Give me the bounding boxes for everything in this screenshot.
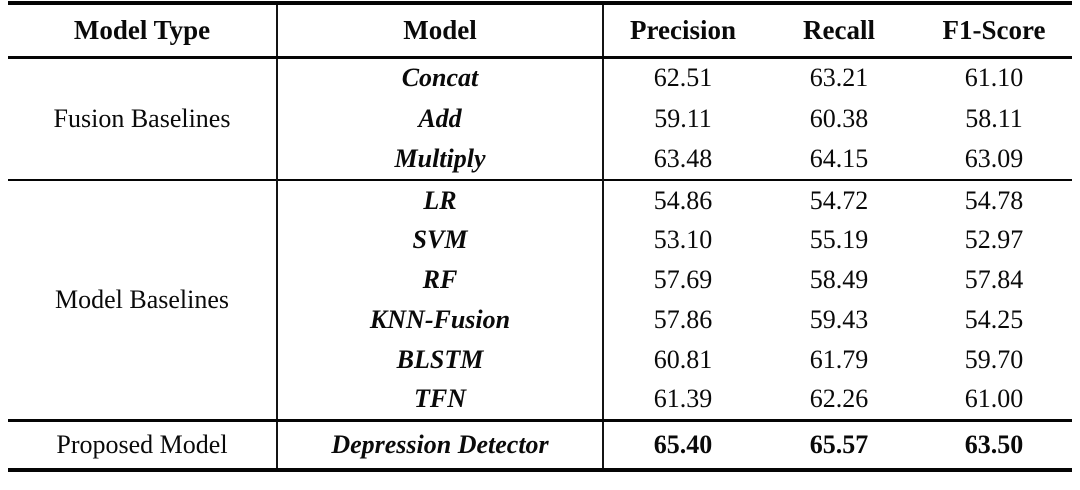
f1-value: 54.78 xyxy=(964,185,1024,215)
section-proposed-model: Proposed Model Depression Detector 65.40… xyxy=(8,420,1072,470)
row-group-label: Proposed Model xyxy=(8,420,278,470)
table-row: Model Baselines LR 54.86 54.72 54.78 xyxy=(8,180,1072,420)
recall-value: 62.26 xyxy=(809,384,869,414)
recall-value: 65.57 xyxy=(809,429,869,459)
table-row: Add 59.11 60.38 58.11 xyxy=(8,98,1072,139)
recall-value: 54.72 xyxy=(809,185,869,215)
recall-value: 64.15 xyxy=(809,144,869,173)
precision-value: 59.11 xyxy=(654,103,712,133)
table-row: RF 57.69 58.49 57.84 xyxy=(8,260,1072,300)
table-row: TFN 61.39 62.26 61.00 xyxy=(8,380,1072,420)
model-name: RF xyxy=(277,260,604,300)
model-name: Add xyxy=(277,98,604,139)
model-name: BLSTM xyxy=(277,340,604,380)
f1-value: 61.00 xyxy=(964,384,1024,414)
f1-value: 63.50 xyxy=(964,429,1024,459)
table-header: Model Type Model Precision Recall F1-Sco… xyxy=(8,3,1072,57)
table-row: Proposed Model Depression Detector 65.40… xyxy=(8,420,1072,470)
table-row: Multiply 63.48 64.15 63.09 xyxy=(8,139,1072,180)
table-row: SVM 53.10 55.19 52.97 xyxy=(8,220,1072,260)
header-recall: Recall xyxy=(803,14,875,45)
header-precision: Precision xyxy=(630,14,736,45)
section-model-baselines: Model Baselines LR 54.86 54.72 54.78 SVM… xyxy=(8,180,1072,420)
header-f1-score: F1-Score xyxy=(942,14,1046,45)
precision-value: 63.48 xyxy=(653,144,713,173)
precision-value: 61.39 xyxy=(653,384,713,414)
recall-value: 59.43 xyxy=(809,305,869,334)
recall-value: 61.79 xyxy=(809,345,869,374)
f1-value: 58.11 xyxy=(965,103,1023,133)
model-name: KNN-Fusion xyxy=(277,300,604,340)
precision-value: 53.10 xyxy=(653,225,713,254)
table-row: KNN-Fusion 57.86 59.43 54.25 xyxy=(8,300,1072,340)
section-fusion-baselines: Fusion Baselines Concat 62.51 63.21 61.1… xyxy=(8,57,1072,180)
header-model: Model xyxy=(277,3,604,57)
model-name: SVM xyxy=(277,220,604,260)
f1-value: 63.09 xyxy=(964,144,1024,173)
precision-value: 62.51 xyxy=(653,63,713,93)
f1-value: 61.10 xyxy=(964,63,1024,93)
precision-value: 57.86 xyxy=(653,305,713,334)
model-name: Multiply xyxy=(277,139,604,180)
f1-value: 54.25 xyxy=(964,305,1024,334)
row-group-label: Model Baselines xyxy=(8,180,278,420)
f1-value: 52.97 xyxy=(964,225,1024,254)
precision-value: 60.81 xyxy=(653,345,713,374)
recall-value: 60.38 xyxy=(809,103,869,133)
f1-value: 59.70 xyxy=(964,345,1024,374)
f1-value: 57.84 xyxy=(964,265,1024,294)
precision-value: 54.86 xyxy=(653,185,713,215)
model-name: TFN xyxy=(277,380,604,420)
recall-value: 55.19 xyxy=(809,225,869,254)
model-name: Concat xyxy=(277,57,604,98)
header-row: Model Type Model Precision Recall F1-Sco… xyxy=(8,3,1072,57)
recall-value: 58.49 xyxy=(809,265,869,294)
results-table: Model Type Model Precision Recall F1-Sco… xyxy=(8,1,1072,472)
table-row: Fusion Baselines Concat 62.51 63.21 61.1… xyxy=(8,57,1072,180)
row-group-label: Fusion Baselines xyxy=(8,57,278,180)
precision-value: 57.69 xyxy=(653,265,713,294)
model-name: LR xyxy=(277,180,604,220)
precision-value: 65.40 xyxy=(653,429,713,459)
model-name: Depression Detector xyxy=(277,420,604,470)
header-model-type: Model Type xyxy=(8,3,278,57)
recall-value: 63.21 xyxy=(809,63,869,93)
table-row: BLSTM 60.81 61.79 59.70 xyxy=(8,340,1072,380)
